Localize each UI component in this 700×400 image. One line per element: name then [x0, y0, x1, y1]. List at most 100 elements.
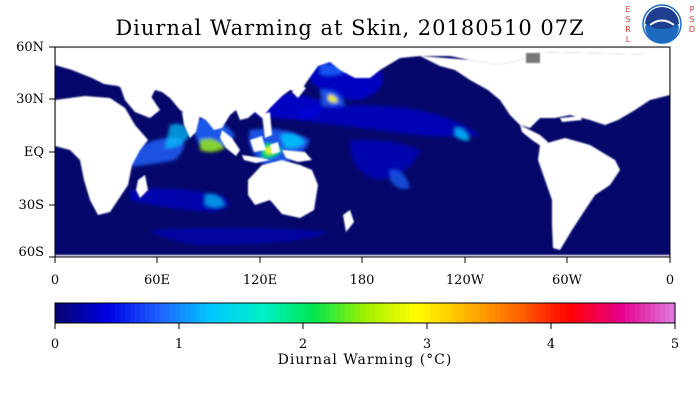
colorbar-swatch: [630, 303, 636, 323]
colorbar-swatch: [625, 303, 631, 323]
colorbar-swatch: [405, 303, 411, 323]
colorbar-swatch: [550, 303, 556, 323]
colorbar-swatch: [510, 303, 516, 323]
colorbar-swatch: [265, 303, 271, 323]
colorbar: [55, 303, 676, 323]
colorbar-swatch: [290, 303, 296, 323]
colorbar-swatch: [520, 303, 526, 323]
colorbar-swatch: [655, 303, 661, 323]
colorbar-frame: [54, 302, 676, 324]
lat-label-60n: 60N: [16, 40, 44, 55]
colorbar-swatch: [225, 303, 231, 323]
colorbar-swatch: [370, 303, 376, 323]
lat-label-30s: 30S: [18, 198, 44, 213]
colorbar-swatch: [90, 303, 96, 323]
colorbar-swatch: [285, 303, 291, 323]
lon-label-0-east: 0: [665, 273, 675, 288]
colorbar-swatch: [540, 303, 546, 323]
colorbar-swatch: [115, 303, 121, 323]
colorbar-swatch: [535, 303, 541, 323]
colorbar-swatch: [580, 303, 586, 323]
colorbar-swatch: [480, 303, 486, 323]
colorbar-swatch: [310, 303, 316, 323]
colorbar-swatch: [355, 303, 361, 323]
colorbar-swatch: [105, 303, 111, 323]
colorbar-swatch: [55, 303, 61, 323]
colorbar-swatch: [70, 303, 76, 323]
colorbar-swatch: [270, 303, 276, 323]
colorbar-swatch: [615, 303, 621, 323]
colorbar-swatch: [165, 303, 171, 323]
colorbar-swatch: [180, 303, 186, 323]
colorbar-swatch: [595, 303, 601, 323]
colorbar-swatch: [530, 303, 536, 323]
colorbar-swatch: [365, 303, 371, 323]
colorbar-swatch: [490, 303, 496, 323]
colorbar-swatch: [250, 303, 256, 323]
colorbar-swatch: [170, 303, 176, 323]
lat-label-60s: 60S: [18, 245, 44, 260]
noaa-emblem-icon: NOAA: [642, 4, 682, 44]
logo-right-letters: P S D: [688, 5, 696, 34]
colorbar-tick-label: 3: [422, 337, 432, 352]
colorbar-swatch: [585, 303, 591, 323]
lat-label-eq: EQ: [23, 145, 44, 160]
colorbar-swatch: [590, 303, 596, 323]
colorbar-swatch: [435, 303, 441, 323]
colorbar-swatch: [305, 303, 311, 323]
colorbar-swatch: [620, 303, 626, 323]
colorbar-swatch: [610, 303, 616, 323]
colorbar-swatch: [125, 303, 131, 323]
colorbar-swatch: [315, 303, 321, 323]
colorbar-tick-label: 2: [298, 337, 308, 352]
lon-label-60w: 60W: [552, 273, 582, 288]
colorbar-swatch: [670, 303, 676, 323]
lat-label-30n: 30N: [16, 92, 44, 107]
colorbar-swatch: [390, 303, 396, 323]
logo-left-letters: E S R L: [625, 5, 631, 44]
colorbar-swatch: [75, 303, 81, 323]
colorbar-swatch: [65, 303, 71, 323]
colorbar-swatch: [175, 303, 181, 323]
colorbar-swatch: [60, 303, 66, 323]
colorbar-swatch: [505, 303, 511, 323]
colorbar-swatch: [605, 303, 611, 323]
colorbar-swatch: [145, 303, 151, 323]
colorbar-swatch: [525, 303, 531, 323]
colorbar-swatch: [565, 303, 571, 323]
colorbar-swatch: [325, 303, 331, 323]
colorbar-swatch: [155, 303, 161, 323]
colorbar-swatch: [445, 303, 451, 323]
colorbar-swatch: [235, 303, 241, 323]
colorbar-swatch: [460, 303, 466, 323]
colorbar-tick-label: 5: [670, 337, 680, 352]
colorbar-swatch: [570, 303, 576, 323]
colorbar-swatch: [230, 303, 236, 323]
colorbar-swatch: [295, 303, 301, 323]
colorbar-swatch: [410, 303, 416, 323]
colorbar-swatch: [450, 303, 456, 323]
colorbar-swatch: [220, 303, 226, 323]
colorbar-swatch: [400, 303, 406, 323]
colorbar-swatch: [485, 303, 491, 323]
colorbar-swatch: [255, 303, 261, 323]
colorbar-swatch: [475, 303, 481, 323]
colorbar-swatch: [240, 303, 246, 323]
colorbar-swatch: [215, 303, 221, 323]
colorbar-tick-label: 4: [546, 337, 556, 352]
land-masses: [55, 47, 670, 257]
colorbar-swatch: [560, 303, 566, 323]
colorbar-swatch: [100, 303, 106, 323]
colorbar-swatch: [210, 303, 216, 323]
lat-ticks: [49, 46, 55, 258]
colorbar-swatch: [455, 303, 461, 323]
colorbar-swatch: [200, 303, 206, 323]
lon-label-0: 0: [50, 273, 60, 288]
lon-label-180: 180: [349, 273, 375, 288]
colorbar-swatch: [275, 303, 281, 323]
colorbar-swatch: [85, 303, 91, 323]
lon-ticks: [54, 257, 671, 263]
gray-patch: [526, 53, 540, 63]
colorbar-swatch: [260, 303, 266, 323]
logo: E S R L NOAA P S D: [624, 2, 700, 46]
